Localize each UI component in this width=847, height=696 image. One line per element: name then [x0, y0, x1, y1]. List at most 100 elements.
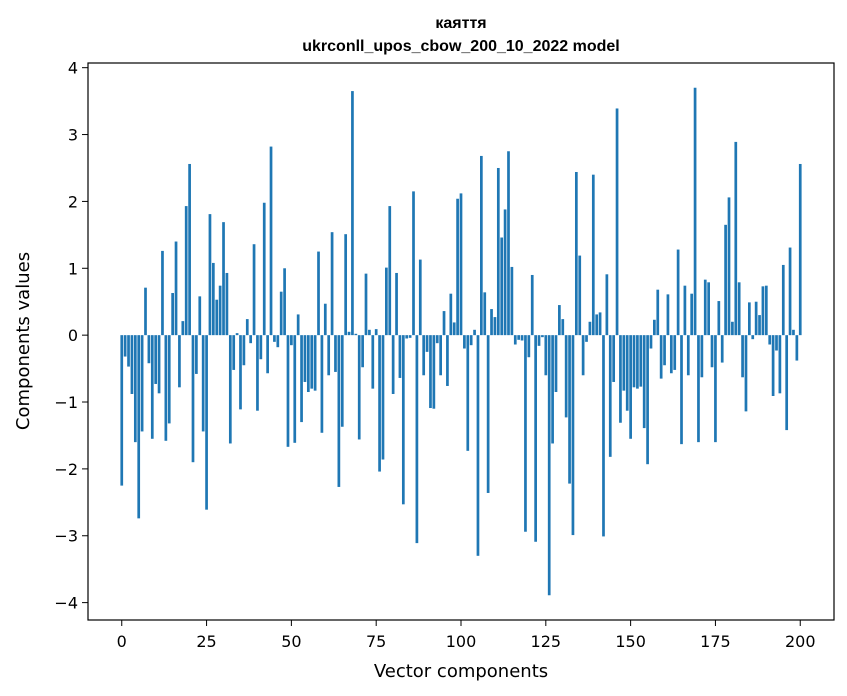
bar-55: [306, 335, 310, 392]
x-tick-label-75: 75: [366, 632, 386, 651]
bar-39: [252, 244, 256, 336]
bar-11: [157, 335, 161, 394]
bar-31: [225, 272, 229, 336]
bar-5: [137, 335, 141, 519]
bar-66: [344, 234, 348, 336]
bar-174: [710, 335, 714, 368]
bar-130: [561, 319, 565, 336]
bar-9: [150, 335, 154, 439]
bar-85: [408, 335, 412, 338]
bar-133: [571, 335, 575, 536]
bar-129: [558, 305, 561, 336]
bar-139: [591, 174, 595, 336]
bar-65: [340, 335, 344, 427]
bar-91: [429, 335, 432, 409]
bar-8: [147, 335, 151, 364]
bar-95: [442, 311, 446, 336]
bar-21: [191, 335, 195, 463]
bar-72: [364, 273, 368, 336]
bar-45: [273, 335, 276, 342]
bar-100: [459, 193, 463, 336]
bar-151: [632, 335, 636, 388]
bar-182: [737, 282, 741, 336]
bar-51: [293, 335, 297, 443]
bar-181: [734, 141, 738, 336]
x-tick-label-200: 200: [785, 632, 816, 651]
bars-group: [120, 87, 802, 596]
bar-122: [534, 335, 537, 542]
bar-64: [337, 335, 341, 487]
bar-149: [625, 335, 629, 411]
bar-27: [211, 262, 215, 336]
bar-41: [259, 335, 263, 360]
bar-101: [463, 335, 466, 349]
bar-143: [605, 274, 609, 336]
bar-109: [490, 309, 493, 336]
bar-168: [690, 293, 694, 336]
bar-54: [303, 335, 307, 382]
x-tick-label-50: 50: [281, 632, 301, 651]
bar-108: [486, 335, 490, 493]
bar-38: [249, 335, 253, 344]
bar-126: [547, 335, 551, 596]
bar-25: [205, 335, 208, 510]
bar-14: [167, 335, 171, 424]
x-tick-label-0: 0: [117, 632, 127, 651]
bar-127: [551, 335, 554, 444]
x-tick-label-125: 125: [531, 632, 562, 651]
bar-10: [154, 335, 158, 384]
bar-16: [174, 241, 178, 336]
bar-146: [615, 108, 619, 336]
y-tick-label-3: 3: [68, 126, 78, 145]
bar-107: [483, 292, 487, 336]
bar-135: [578, 255, 582, 336]
bar-22: [195, 335, 198, 374]
x-tick-label-25: 25: [196, 632, 216, 651]
bar-167: [686, 335, 690, 376]
y-tick-label--2: −2: [54, 460, 78, 479]
bar-17: [178, 335, 181, 388]
y-tick-label-0: 0: [68, 326, 78, 345]
bar-170: [697, 335, 700, 443]
bar-185: [748, 302, 751, 336]
bar-110: [493, 317, 497, 336]
bar-125: [544, 335, 548, 376]
bar-153: [639, 335, 643, 387]
bar-152: [636, 335, 639, 389]
bar-28: [215, 299, 219, 336]
bar-141: [598, 312, 602, 336]
bar-164: [676, 249, 680, 336]
y-tick-label--4: −4: [54, 594, 78, 613]
bar-50: [290, 335, 293, 346]
bar-128: [554, 335, 558, 392]
bar-156: [649, 335, 653, 349]
bar-119: [524, 335, 527, 532]
bar-115: [510, 266, 514, 336]
bar-159: [659, 335, 663, 379]
bar-157: [653, 319, 656, 336]
chart-title-line2: ukrconll_upos_cbow_200_10_2022 model: [302, 38, 619, 55]
bar-73: [368, 329, 371, 336]
bar-117: [517, 335, 521, 340]
x-tick-label-100: 100: [446, 632, 477, 651]
bar-53: [300, 335, 303, 423]
bar-196: [785, 335, 789, 431]
bar-36: [242, 335, 246, 366]
bar-180: [731, 321, 734, 336]
bar-63: [334, 335, 337, 372]
bar-195: [781, 264, 785, 336]
bar-189: [761, 286, 765, 336]
bar-42: [262, 202, 266, 336]
bar-34: [235, 333, 239, 336]
bar-136: [581, 335, 585, 376]
bar-192: [771, 335, 775, 396]
bar-6: [140, 335, 144, 432]
bar-183: [741, 335, 744, 378]
bar-24: [201, 335, 205, 432]
bar-114: [507, 151, 510, 336]
bar-145: [612, 335, 616, 382]
bar-0: [120, 335, 124, 486]
bar-155: [646, 335, 649, 465]
bar-61: [327, 335, 331, 376]
